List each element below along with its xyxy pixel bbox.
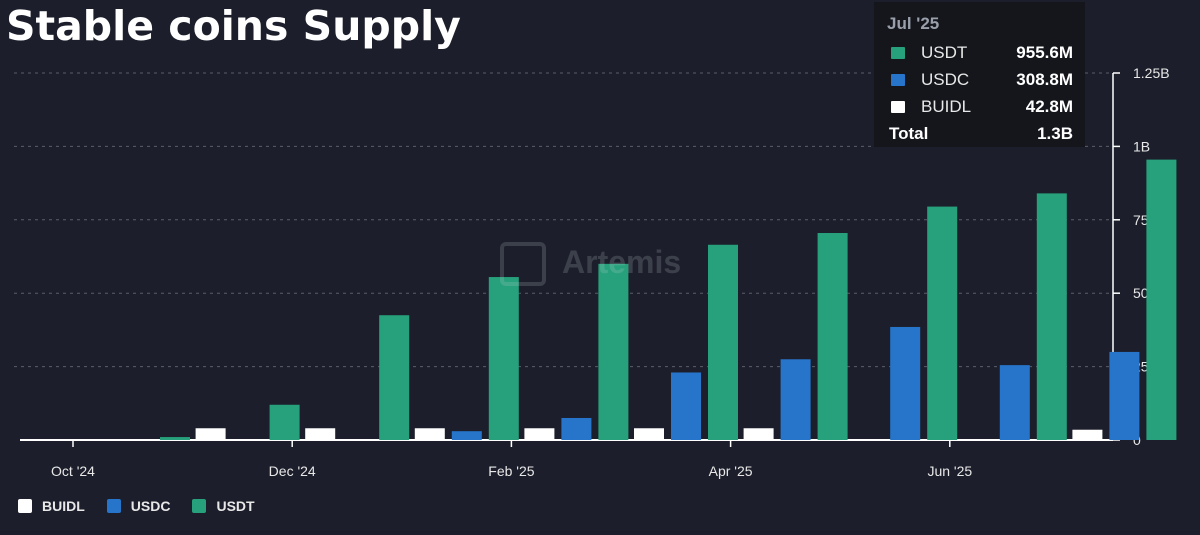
bar-usdc bbox=[890, 326, 921, 440]
bar-usdt bbox=[488, 277, 519, 440]
tooltip-row-value: 308.8M bbox=[1016, 70, 1073, 89]
x-tick-label: Dec '24 bbox=[269, 463, 316, 479]
tooltip-title: Jul '25 bbox=[887, 14, 940, 33]
tooltip-total-label: Total bbox=[889, 124, 929, 143]
legend-label: USDC bbox=[130, 498, 171, 514]
tooltip-row-usdt: USDT 955.6M bbox=[887, 43, 1077, 63]
usdt-swatch bbox=[891, 47, 905, 59]
tooltip-row-value: 42.8M bbox=[1025, 97, 1073, 116]
bar-buidl bbox=[414, 428, 445, 440]
bar-buidl bbox=[195, 428, 226, 440]
tooltip-row-buidl: BUIDL 42.8M bbox=[887, 97, 1077, 117]
legend-item-buidl[interactable]: BUIDL bbox=[18, 498, 85, 514]
bar-buidl bbox=[743, 428, 774, 440]
artemis-logo-icon bbox=[500, 242, 546, 286]
bar-usdt bbox=[1036, 193, 1067, 440]
bar-usdc bbox=[451, 431, 482, 440]
bar-usdt bbox=[817, 233, 848, 440]
legend-swatch-usdt bbox=[192, 499, 207, 513]
bar-usdt bbox=[160, 437, 190, 440]
bar-usdt bbox=[379, 315, 410, 440]
tooltip-row-total: Total 1.3B bbox=[887, 124, 1077, 144]
y-tick-label: 1.25B bbox=[1133, 65, 1170, 81]
bar-buidl bbox=[1072, 429, 1103, 440]
tooltip-row-name: BUIDL bbox=[921, 97, 972, 116]
y-tick-label: 1B bbox=[1133, 138, 1150, 154]
buidl-swatch bbox=[891, 101, 905, 113]
tooltip-row-name: USDT bbox=[921, 43, 968, 62]
watermark-text: Artemis bbox=[562, 244, 682, 280]
bar-usdt bbox=[927, 206, 958, 440]
page-title: Stable coins Supply bbox=[6, 2, 461, 50]
tooltip-total-value: 1.3B bbox=[1037, 124, 1073, 143]
hover-tooltip: Jul '25 USDT 955.6M USDC 308.8M BUIDL 42… bbox=[874, 2, 1085, 147]
bar-buidl bbox=[305, 428, 336, 440]
bar-usdc bbox=[780, 359, 811, 440]
bar-usdt bbox=[269, 404, 300, 440]
legend-label: USDT bbox=[216, 498, 255, 514]
x-tick-label: Feb '25 bbox=[488, 463, 534, 479]
bar-usdt bbox=[598, 263, 629, 440]
legend-item-usdc[interactable]: USDC bbox=[106, 498, 171, 514]
legend-swatch-usdc bbox=[106, 499, 121, 513]
bar-buidl bbox=[634, 428, 664, 440]
tooltip-row-name: USDC bbox=[921, 70, 970, 89]
usdc-swatch bbox=[891, 74, 905, 86]
tooltip-row-usdc: USDC 308.8M bbox=[887, 70, 1077, 90]
bar-usdc bbox=[1109, 351, 1140, 440]
x-tick-label: Oct '24 bbox=[51, 463, 95, 479]
bar-usdc bbox=[671, 372, 701, 440]
bar-usdt bbox=[1146, 159, 1177, 440]
bar-usdc bbox=[561, 417, 592, 440]
x-tick-label: Apr '25 bbox=[709, 463, 753, 479]
legend-swatch-buidl bbox=[18, 499, 32, 513]
legend-label: BUIDL bbox=[42, 498, 85, 514]
bar-usdc bbox=[999, 365, 1030, 440]
bar-usdt bbox=[708, 244, 738, 440]
legend-item-usdt[interactable]: USDT bbox=[192, 498, 255, 514]
tooltip-row-value: 955.6M bbox=[1016, 43, 1073, 62]
x-tick-label: Jun '25 bbox=[927, 463, 972, 479]
bar-buidl bbox=[524, 428, 555, 440]
chart-legend: BUIDL USDC USDT bbox=[18, 496, 277, 516]
artemis-watermark: Artemis bbox=[500, 240, 700, 288]
